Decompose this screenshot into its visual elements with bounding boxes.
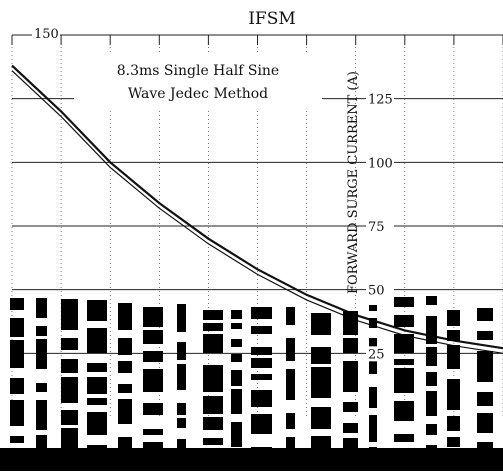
chart-title: IFSM (248, 9, 296, 29)
y-tick-label: 25 (368, 347, 385, 362)
annotation-line-2: Wave Jedec Method (128, 86, 268, 102)
annotation-box (74, 54, 322, 110)
series-line (11, 70, 503, 354)
annotation-line-1: 8.3ms Single Half Sine (117, 63, 279, 79)
axis-layer: 25 50 75 100 125 150 (11, 26, 503, 362)
series-layer (11, 64, 503, 354)
y-tick-label-bg (366, 91, 394, 107)
series-line (11, 64, 503, 350)
y-tick-label: 100 (368, 156, 393, 171)
y-tick-label-bg (366, 346, 394, 362)
y-axis-label: FORWARD SURGE CURRENT (A) (346, 71, 361, 294)
y-tick-label: 75 (368, 220, 385, 235)
y-tick-label-bg (32, 26, 60, 41)
y-tick-label-bg (366, 282, 394, 298)
y-tick-label: 50 (368, 284, 385, 299)
y-tick-label-bg (366, 155, 394, 171)
rendering-artifact-band (0, 296, 503, 471)
y-tick-label-bg (366, 219, 394, 234)
y-tick-label: 125 (368, 93, 393, 108)
y-tick-label: 150 (34, 27, 59, 42)
